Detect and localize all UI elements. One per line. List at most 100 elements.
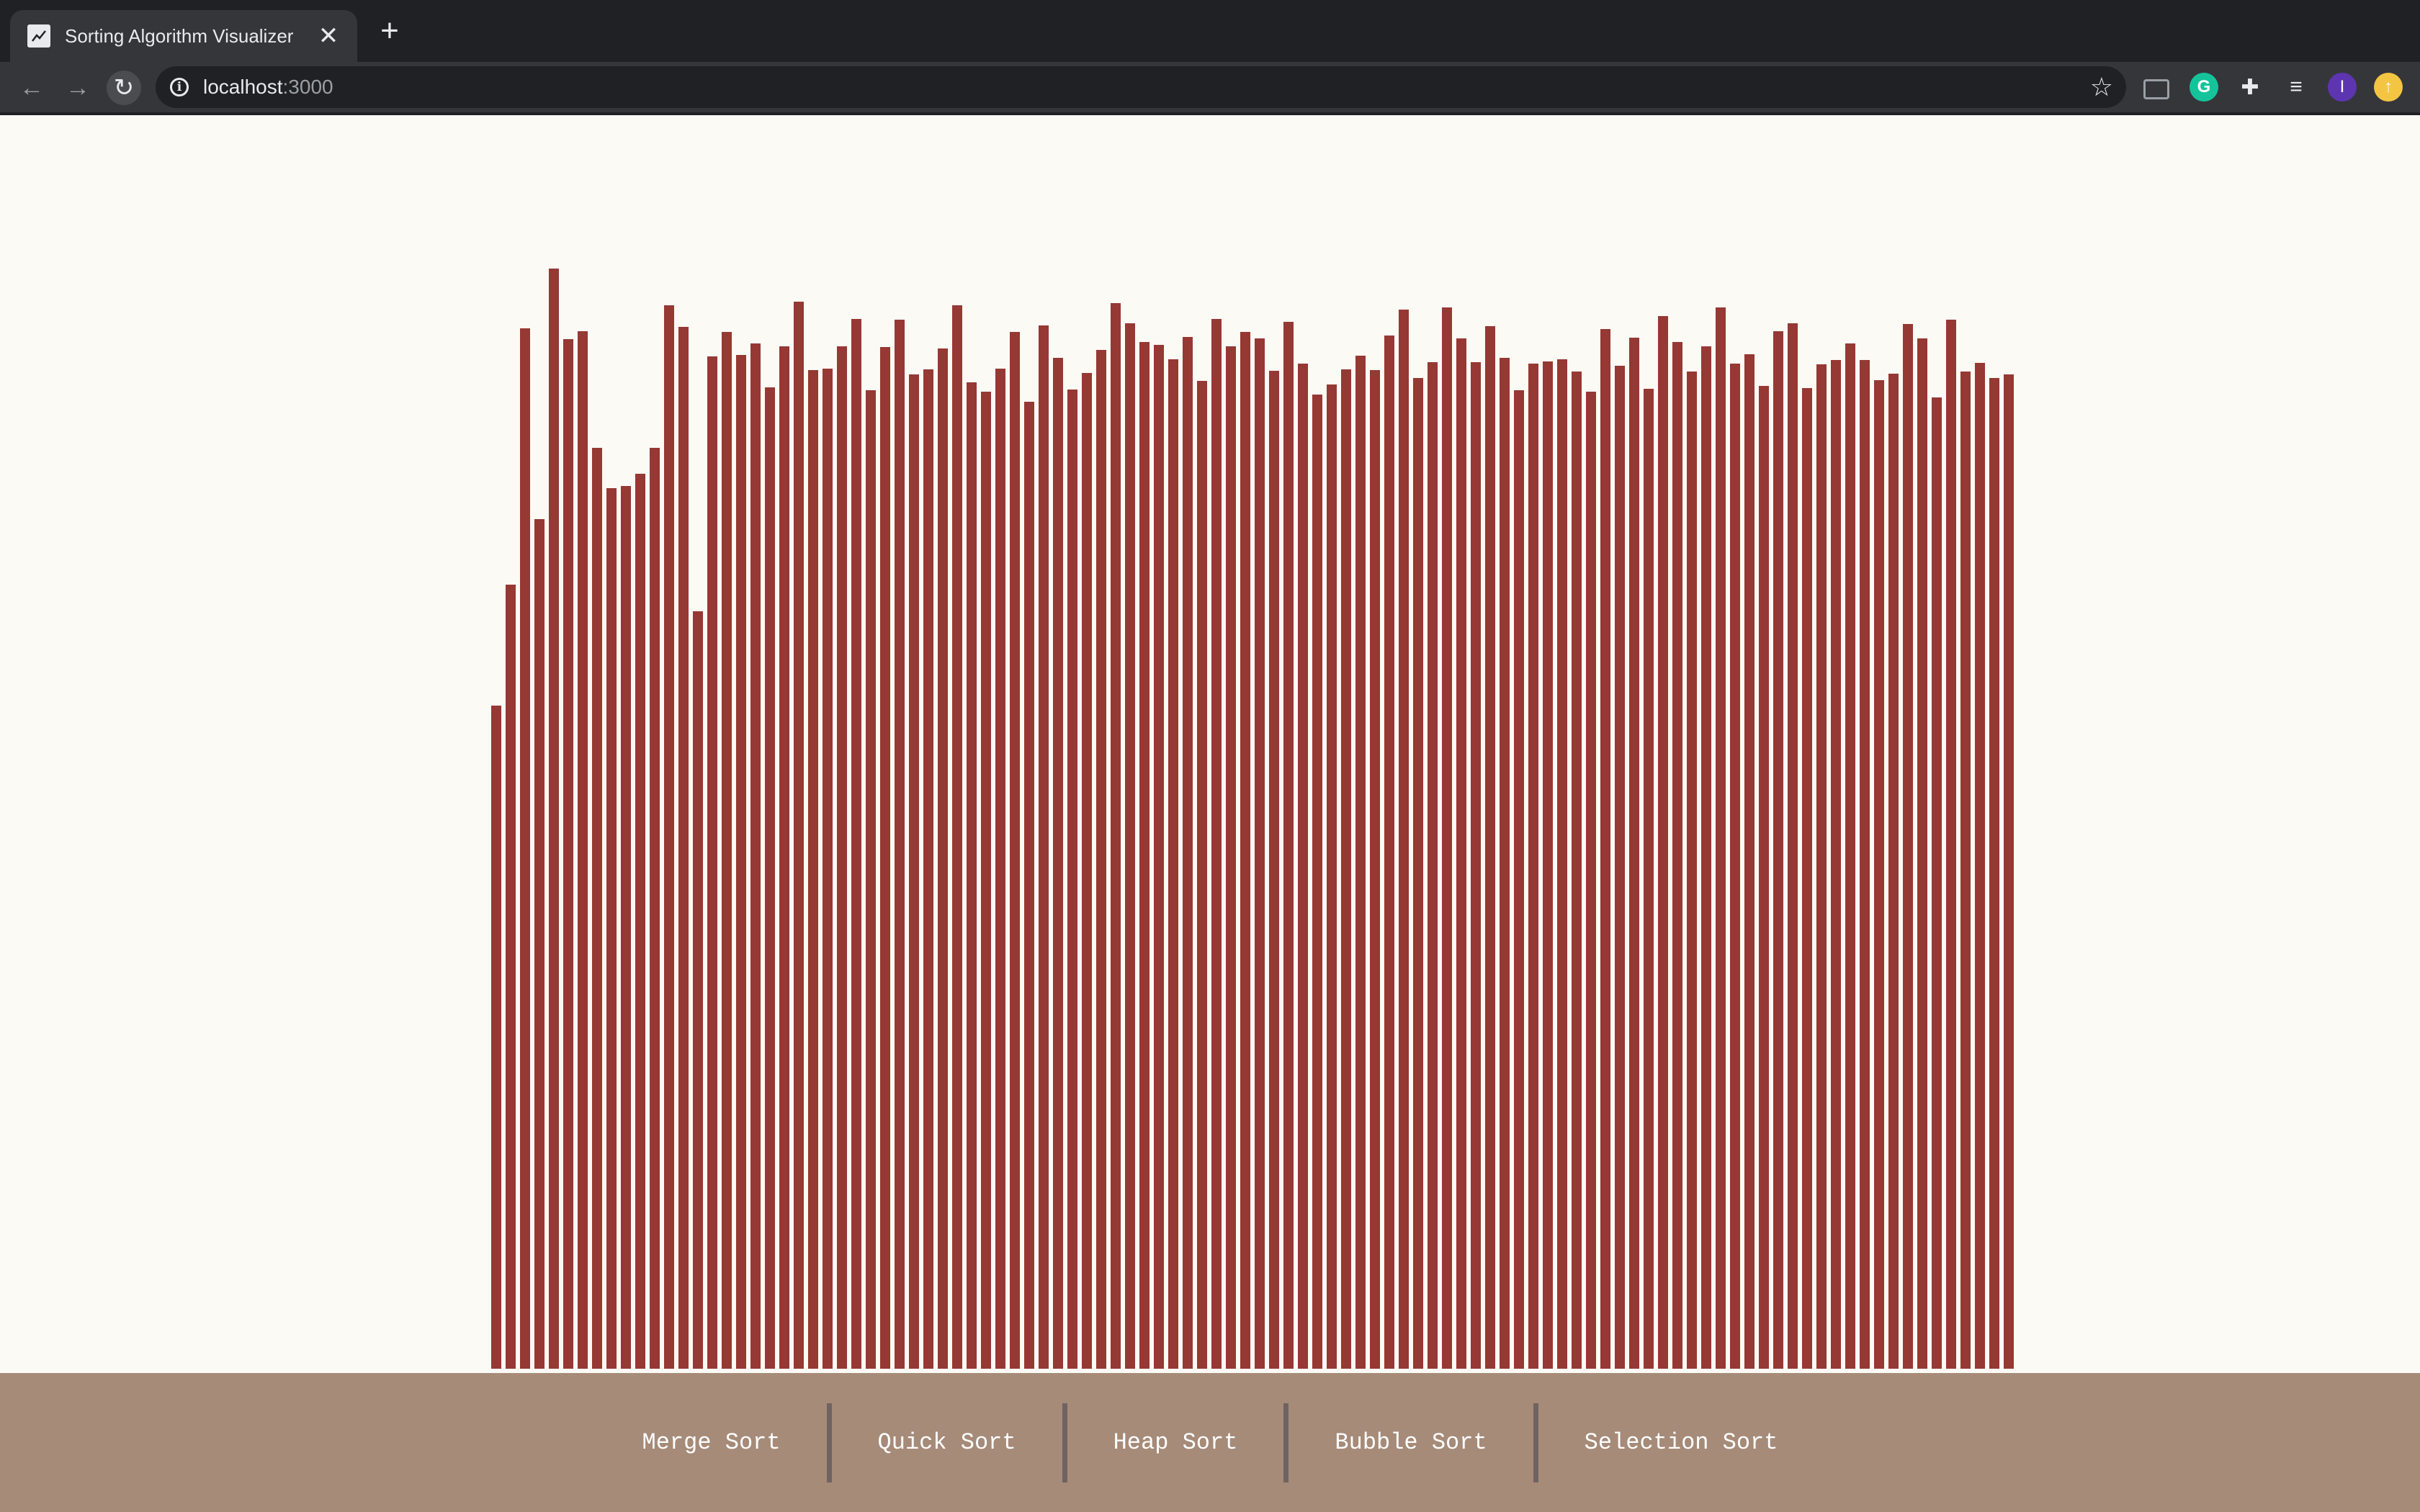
back-arrow-icon[interactable]: ← <box>19 74 44 102</box>
array-bar <box>1053 358 1063 1369</box>
array-bar <box>823 369 833 1369</box>
array-bar <box>1226 346 1236 1369</box>
array-bar <box>1283 322 1294 1369</box>
divider <box>826 1403 832 1482</box>
array-bar <box>808 370 818 1369</box>
array-bar <box>1845 343 1855 1369</box>
array-bar <box>2004 374 2014 1369</box>
array-bars-container <box>0 115 2420 1373</box>
array-bar <box>1759 386 1769 1369</box>
array-bar <box>1946 320 1956 1369</box>
array-bar <box>549 269 559 1369</box>
array-bar <box>1399 310 1409 1369</box>
divider <box>1533 1403 1538 1482</box>
array-bar <box>534 519 544 1369</box>
array-bar <box>1572 372 1582 1369</box>
array-bar <box>779 346 789 1369</box>
array-bar <box>1586 392 1596 1369</box>
array-bar <box>923 369 933 1369</box>
array-bar <box>1211 319 1222 1369</box>
array-bar <box>1500 358 1510 1369</box>
close-tab-icon[interactable]: ✕ <box>318 22 339 50</box>
extensions-puzzle-icon[interactable]: ✚ <box>2241 75 2259 99</box>
array-bar <box>1528 364 1538 1369</box>
array-bar <box>1197 381 1207 1369</box>
array-bar <box>1600 329 1610 1369</box>
mail-extension-icon[interactable] <box>2143 79 2169 99</box>
array-bar <box>1701 346 1711 1369</box>
array-bar <box>1975 363 1985 1369</box>
array-bar <box>1370 370 1380 1369</box>
bubble-sort-button[interactable]: Bubble Sort <box>1289 1403 1533 1482</box>
array-bar <box>736 355 746 1369</box>
browser-tab-strip: Sorting Algorithm Visualizer ✕ + <box>0 0 2420 62</box>
array-bar <box>1615 366 1625 1369</box>
array-bar <box>664 305 674 1369</box>
array-bar <box>520 328 530 1369</box>
bookmark-star-icon[interactable]: ☆ <box>2089 72 2113 102</box>
array-bar <box>1788 323 1798 1369</box>
array-bar <box>1903 324 1913 1369</box>
array-bar <box>1557 359 1567 1369</box>
array-bar <box>1255 338 1265 1369</box>
array-bar <box>491 706 501 1369</box>
array-bar <box>880 347 890 1369</box>
array-bar <box>1888 374 1899 1369</box>
array-bar <box>1744 354 1754 1369</box>
array-bar <box>1240 332 1250 1369</box>
site-info-icon[interactable]: i <box>170 78 189 96</box>
array-bar <box>895 320 905 1369</box>
array-bar <box>938 348 948 1369</box>
array-bar <box>1831 360 1841 1369</box>
grammarly-extension-icon[interactable]: G <box>2190 73 2218 102</box>
array-bar <box>952 305 962 1369</box>
array-bar <box>635 474 645 1369</box>
array-bar <box>722 332 732 1369</box>
array-bar <box>1960 372 1971 1369</box>
array-bar <box>1327 384 1337 1369</box>
new-tab-icon[interactable]: + <box>380 13 399 48</box>
array-bar <box>1860 360 1870 1369</box>
array-bar <box>1039 325 1049 1369</box>
array-bar <box>563 339 573 1369</box>
array-bar <box>1298 364 1308 1369</box>
array-bar <box>1730 364 1740 1369</box>
heap-sort-button[interactable]: Heap Sort <box>1067 1403 1284 1482</box>
array-bar <box>1269 371 1279 1369</box>
forward-arrow-icon[interactable]: → <box>66 74 90 102</box>
array-bar <box>1010 332 1020 1369</box>
array-bar <box>1384 336 1394 1369</box>
browser-tab[interactable]: Sorting Algorithm Visualizer ✕ <box>10 10 357 62</box>
sort-controls-footer: Merge Sort Quick Sort Heap Sort Bubble S… <box>0 1373 2420 1512</box>
array-bar <box>1183 337 1193 1369</box>
url-text: localhost:3000 <box>203 76 333 99</box>
quick-sort-button[interactable]: Quick Sort <box>832 1403 1062 1482</box>
array-bar <box>1096 350 1106 1369</box>
array-bar <box>866 390 876 1369</box>
selection-sort-button[interactable]: Selection Sort <box>1538 1403 1824 1482</box>
merge-sort-button[interactable]: Merge Sort <box>596 1403 827 1482</box>
array-bar <box>1067 390 1077 1369</box>
array-bar <box>1154 345 1164 1369</box>
array-bar <box>1773 331 1783 1369</box>
array-bar <box>1874 380 1884 1369</box>
array-bar <box>851 319 861 1369</box>
array-bar <box>1413 378 1423 1369</box>
profile-avatar[interactable]: I <box>2328 73 2357 102</box>
array-bar <box>1989 378 1999 1369</box>
array-bar <box>1917 338 1927 1369</box>
media-queue-icon[interactable]: ≡ <box>2290 75 2303 99</box>
array-bar <box>765 387 775 1369</box>
array-bar <box>981 392 991 1369</box>
address-bar[interactable]: i localhost:3000 ☆ <box>156 66 2126 108</box>
array-bar <box>1456 338 1466 1369</box>
reload-icon[interactable]: ↻ <box>107 71 141 105</box>
array-bar <box>1485 326 1495 1369</box>
array-bar <box>1514 390 1524 1369</box>
array-bar <box>1428 362 1438 1369</box>
array-bar <box>837 346 847 1369</box>
array-bar <box>1442 307 1452 1369</box>
array-bar <box>1471 362 1481 1369</box>
update-indicator-icon[interactable]: ↑ <box>2374 73 2403 102</box>
page-top-border <box>0 112 2420 115</box>
